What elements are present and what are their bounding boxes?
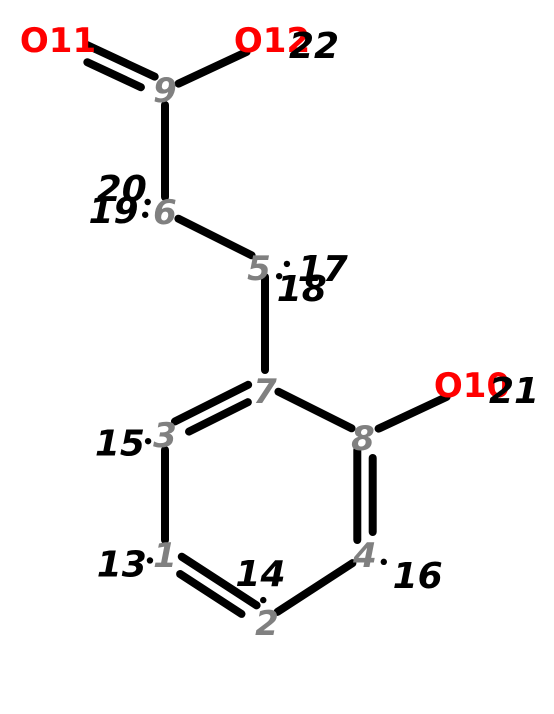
- h-dot: [145, 438, 151, 444]
- carbon-label: 9: [153, 71, 177, 111]
- h-index-label: 20: [97, 169, 147, 210]
- molecule-diagram: 123456789O10O11O1213141516171819202122: [0, 0, 554, 714]
- h-dot: [260, 597, 266, 603]
- h-dot: [147, 557, 153, 563]
- h-index-label: 16: [393, 556, 443, 597]
- h-index-label: 13: [97, 545, 147, 586]
- carbon-label: 1: [153, 536, 177, 576]
- carbon-label: 8: [351, 419, 375, 459]
- h-dot: [142, 212, 148, 218]
- carbon-label: 2: [255, 604, 279, 644]
- carbon-label: 5: [247, 249, 271, 289]
- carbon-label: 4: [352, 536, 377, 576]
- carbon-label: 6: [153, 193, 177, 233]
- carbon-label: 7: [253, 372, 277, 412]
- h-dot: [381, 559, 387, 565]
- h-dot: [284, 261, 290, 267]
- h-index-label: 21: [489, 371, 539, 412]
- h-index-label: 15: [95, 423, 145, 464]
- h-index-label: 18: [277, 269, 327, 310]
- carbon-label: 3: [153, 416, 177, 456]
- h-index-label: 22: [289, 26, 339, 67]
- h-index-label: 14: [235, 554, 285, 595]
- oxygen-label: O11: [20, 21, 96, 61]
